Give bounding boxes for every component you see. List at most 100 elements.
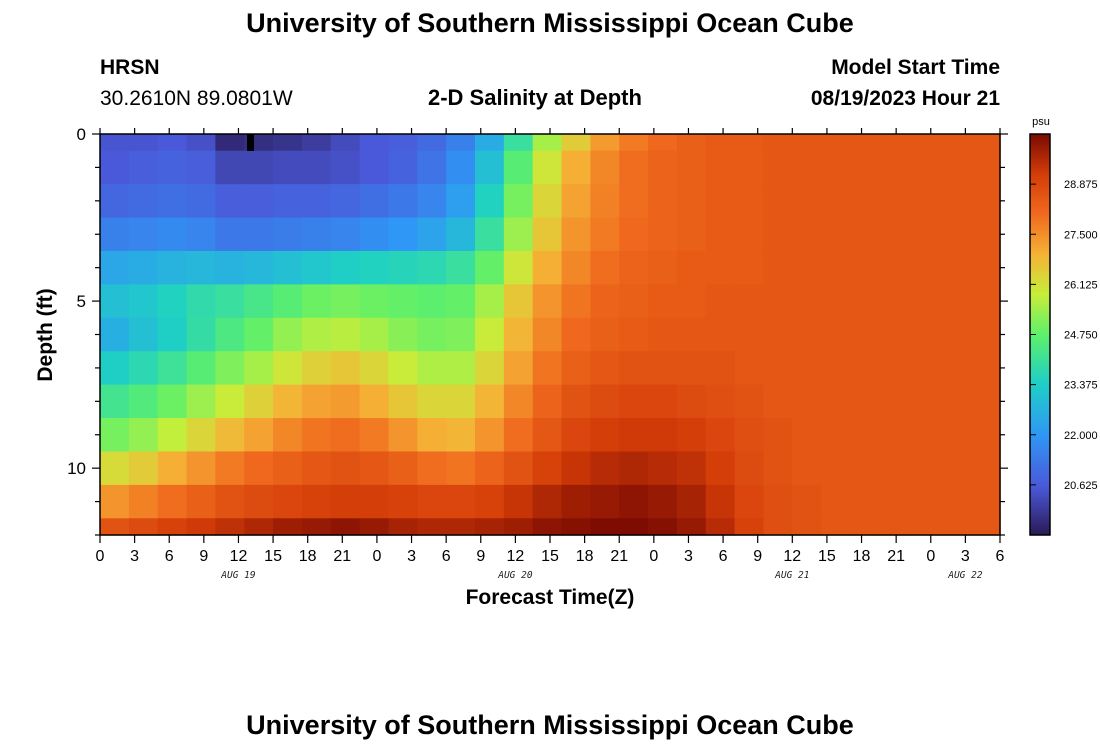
- heatmap-cell-12-9: [359, 518, 390, 536]
- heatmap-cell-4-12: [446, 250, 476, 285]
- heatmap-cell-4-9: [359, 250, 390, 285]
- heatmap-cell-8-1: [128, 384, 159, 419]
- heatmap-cell-12-4: [215, 518, 245, 536]
- heatmap-cell-10-11: [417, 451, 447, 486]
- heatmap-cell-8-0: [100, 384, 130, 419]
- heatmap-cell-7-2: [157, 351, 188, 386]
- heatmap-cell-0-25: [821, 134, 851, 152]
- heatmap-cell-9-3: [186, 418, 216, 453]
- heatmap-cell-2-26: [850, 184, 880, 219]
- heatmap-cell-3-26: [850, 217, 880, 252]
- heatmap-cell-1-10: [388, 150, 418, 185]
- heatmap-cell-2-15: [532, 184, 563, 219]
- heatmap-cell-0-28: [907, 134, 938, 152]
- heatmap-cell-7-5: [244, 351, 274, 386]
- heatmap-cell-8-17: [590, 384, 620, 419]
- heatmap-cell-6-15: [532, 317, 563, 352]
- x-axis: 0 3 6 9 12 15 18 21 0 3 6 9 12 15 18 21 0 3 6 9 12 15 18 21 0 3 6 A…: [96, 128, 1005, 581]
- heatmap-cell-7-25: [821, 351, 851, 386]
- heatmap-cell-6-11: [417, 317, 447, 352]
- heatmap-cell-5-8: [330, 284, 361, 319]
- heatmap-cell-0-26: [850, 134, 880, 152]
- heatmap-cell-1-11: [417, 150, 447, 185]
- heatmap-cell-5-17: [590, 284, 620, 319]
- heatmap-cell-3-7: [301, 217, 332, 252]
- heatmap-cell-0-0: [100, 134, 130, 152]
- heatmap-cell-7-28: [907, 351, 938, 386]
- heatmap-cell-6-25: [821, 317, 851, 352]
- heatmap-cell-5-0: [100, 284, 130, 319]
- heatmap-cell-12-24: [792, 518, 822, 536]
- heatmap-cell-8-3: [186, 384, 216, 419]
- heatmap-cell-6-28: [907, 317, 938, 352]
- heatmap-cell-2-23: [763, 184, 793, 219]
- heatmap-cell-0-19: [648, 134, 678, 152]
- x-tick-label: 6: [165, 548, 174, 565]
- heatmap-cell-2-11: [417, 184, 447, 219]
- heatmap-cell-1-6: [273, 150, 303, 185]
- y-tick-label: 10: [67, 459, 86, 478]
- heatmap-cell-3-18: [619, 217, 649, 252]
- heatmap-cell-7-24: [792, 351, 822, 386]
- heatmap-cell-11-16: [561, 484, 591, 519]
- heatmap-cell-9-23: [763, 418, 793, 453]
- heatmap-cell-5-23: [763, 284, 793, 319]
- heatmap-cell-5-11: [417, 284, 447, 319]
- heatmap-cell-11-7: [301, 484, 332, 519]
- heatmap-cell-3-12: [446, 217, 476, 252]
- heatmap-cell-12-6: [273, 518, 303, 536]
- heatmap-cell-7-23: [763, 351, 793, 386]
- heatmap-cell-5-28: [907, 284, 938, 319]
- heatmap-cell-7-9: [359, 351, 390, 386]
- heatmap-cell-4-22: [734, 250, 765, 285]
- heatmap-cell-11-23: [763, 484, 793, 519]
- heatmap-cell-5-12: [446, 284, 476, 319]
- heatmap-cell-11-18: [619, 484, 649, 519]
- heatmap-cell-0-18: [619, 134, 649, 152]
- heatmap-cell-9-5: [244, 418, 274, 453]
- heatmap-cell-3-28: [907, 217, 938, 252]
- heatmap-cell-1-16: [561, 150, 591, 185]
- heatmap-cell-8-30: [965, 384, 1001, 419]
- heatmap-cell-1-21: [705, 150, 736, 185]
- heatmap-cell-2-4: [215, 184, 245, 219]
- heatmap-cell-8-26: [850, 384, 880, 419]
- heatmap-cell-5-9: [359, 284, 390, 319]
- heatmap-cell-8-15: [532, 384, 563, 419]
- heatmap-cell-10-10: [388, 451, 418, 486]
- heatmap-cell-1-17: [590, 150, 620, 185]
- heatmap-cell-7-16: [561, 351, 591, 386]
- heatmap-cell-7-17: [590, 351, 620, 386]
- model-start-value: 08/19/2023 Hour 21: [810, 87, 1000, 110]
- heatmap-cell-2-12: [446, 184, 476, 219]
- heatmap-cell-2-16: [561, 184, 591, 219]
- heatmap-cell-2-7: [301, 184, 332, 219]
- heatmap-cell-5-10: [388, 284, 418, 319]
- heatmap-cell-1-1: [128, 150, 159, 185]
- heatmap-cell-2-18: [619, 184, 649, 219]
- colorbar-tick-label: 20.625: [1064, 480, 1098, 492]
- heatmap-cell-2-22: [734, 184, 765, 219]
- heatmap-cell-11-17: [590, 484, 620, 519]
- heatmap-cell-9-26: [850, 418, 880, 453]
- heatmap-cell-12-5: [244, 518, 274, 536]
- heatmap-cell-7-26: [850, 351, 880, 386]
- heatmap-cell-11-28: [907, 484, 938, 519]
- heatmap-cell-5-27: [878, 284, 909, 319]
- heatmap-cell-6-26: [850, 317, 880, 352]
- heatmap-cell-10-17: [590, 451, 620, 486]
- heatmap-cell-6-17: [590, 317, 620, 352]
- heatmap-cell-2-5: [244, 184, 274, 219]
- x-date-label: AUG 22: [947, 570, 983, 581]
- heatmap-cell-3-19: [648, 217, 678, 252]
- heatmap-cell-2-25: [821, 184, 851, 219]
- heatmap-cell-2-13: [475, 184, 505, 219]
- heatmap-cell-6-10: [388, 317, 418, 352]
- heatmap-cell-12-3: [186, 518, 216, 536]
- heatmap-cell-2-20: [676, 184, 707, 219]
- heatmap-cell-7-1: [128, 351, 159, 386]
- heatmap-cell-3-5: [244, 217, 274, 252]
- heatmap-cell-11-22: [734, 484, 765, 519]
- heatmap-cell-9-30: [965, 418, 1001, 453]
- heatmap-cell-9-29: [936, 418, 966, 453]
